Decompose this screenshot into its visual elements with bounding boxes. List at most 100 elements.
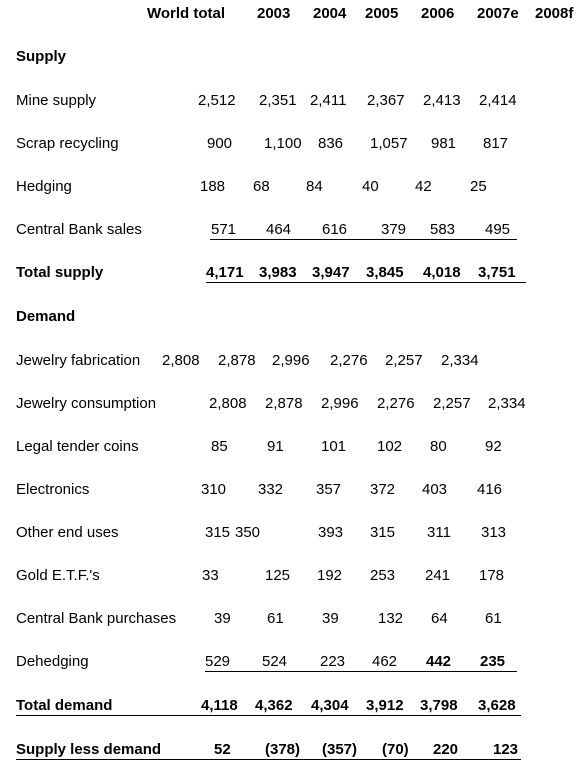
row-label: Jewelry consumption	[16, 395, 157, 412]
cell: 2,411	[310, 92, 347, 109]
cell: 188	[200, 178, 226, 195]
cell: 462	[372, 653, 398, 670]
cell: 192	[317, 567, 343, 584]
underline	[205, 671, 517, 672]
cell: 900	[207, 135, 233, 152]
cell: 464	[266, 221, 292, 238]
cell: 3,751	[478, 264, 516, 281]
column-header: 2003	[257, 5, 291, 22]
row-label: Demand	[16, 308, 76, 325]
column-header: 2006	[421, 5, 455, 22]
row-label: Legal tender coins	[16, 438, 139, 455]
cell: 132	[378, 610, 404, 627]
row-label: Scrap recycling	[16, 135, 119, 152]
cell: 241	[425, 567, 451, 584]
row-label: Electronics	[16, 481, 90, 498]
cell: 253	[370, 567, 396, 584]
cell: 3,947	[312, 264, 350, 281]
column-header: 2007e	[477, 5, 519, 22]
cell: 2,414	[479, 92, 517, 109]
cell: 2,878	[218, 352, 256, 369]
cell: 2,808	[162, 352, 200, 369]
cell: 2,257	[385, 352, 423, 369]
row-label: Hedging	[16, 178, 72, 195]
cell: 2,257	[433, 395, 471, 412]
column-header: 2008f	[535, 5, 574, 22]
cell: 310	[201, 481, 227, 498]
cell: 4,118	[201, 697, 238, 714]
cell: 61	[267, 610, 284, 627]
cell: 1,100	[264, 135, 302, 152]
cell: 442	[426, 653, 452, 670]
cell: 102	[377, 438, 403, 455]
underline	[206, 282, 526, 283]
cell: 125	[265, 567, 291, 584]
row-label: Supply less demand	[16, 741, 162, 758]
row-label: Gold E.T.F.'s	[16, 567, 100, 584]
cell: 3,798	[420, 697, 458, 714]
cell: 315	[370, 524, 396, 541]
cell: 350	[235, 524, 261, 541]
cell: 40	[362, 178, 379, 195]
cell: 235	[480, 653, 506, 670]
cell: 981	[431, 135, 457, 152]
underline	[16, 759, 521, 760]
cell: 42	[415, 178, 432, 195]
cell: 84	[306, 178, 323, 195]
cell: 817	[483, 135, 509, 152]
cell: 2,334	[488, 395, 526, 412]
row-label: Total supply	[16, 264, 104, 281]
cell: 403	[422, 481, 448, 498]
cell: 3,628	[478, 697, 516, 714]
cell: 311	[427, 524, 451, 541]
cell: (378)	[265, 741, 301, 758]
cell: 836	[318, 135, 344, 152]
cell: 4,171	[206, 264, 244, 281]
cell: 92	[485, 438, 502, 455]
cell: 25	[470, 178, 487, 195]
row-label: Jewelry fabrication	[16, 352, 141, 369]
cell: 2,413	[423, 92, 461, 109]
cell: 3,912	[366, 697, 404, 714]
cell: 123	[493, 741, 519, 758]
cell: 2,276	[377, 395, 415, 412]
row-label: Supply	[16, 48, 67, 65]
underline	[16, 715, 521, 716]
cell: 68	[253, 178, 270, 195]
cell: 616	[322, 221, 348, 238]
cell: 315	[205, 524, 231, 541]
cell: 416	[477, 481, 503, 498]
cell: 571	[211, 221, 237, 238]
cell: 3,845	[366, 264, 404, 281]
cell: 64	[431, 610, 448, 627]
cell: 52	[214, 741, 231, 758]
row-label: Central Bank purchases	[16, 610, 177, 627]
row-label: Dehedging	[16, 653, 89, 670]
cell: 85	[211, 438, 228, 455]
row-label: Total demand	[16, 697, 113, 714]
cell: 583	[430, 221, 456, 238]
cell: 80	[430, 438, 447, 455]
cell: 61	[485, 610, 502, 627]
cell: 2,996	[272, 352, 310, 369]
cell: 495	[485, 221, 511, 238]
cell: 529	[205, 653, 231, 670]
cell: 220	[433, 741, 459, 758]
cell: 223	[320, 653, 346, 670]
cell: 357	[316, 481, 342, 498]
cell: 91	[267, 438, 284, 455]
cell: 332	[258, 481, 284, 498]
cell: 2,334	[441, 352, 479, 369]
cell: 4,018	[423, 264, 461, 281]
cell: 4,362	[255, 697, 293, 714]
cell: 372	[370, 481, 396, 498]
cell: 524	[262, 653, 288, 670]
cell: 2,351	[259, 92, 297, 109]
row-label: Other end uses	[16, 524, 119, 541]
cell: 39	[322, 610, 339, 627]
cell: 178	[479, 567, 505, 584]
row-label: Mine supply	[16, 92, 97, 109]
cell: 2,996	[321, 395, 359, 412]
cell: 33	[202, 567, 219, 584]
